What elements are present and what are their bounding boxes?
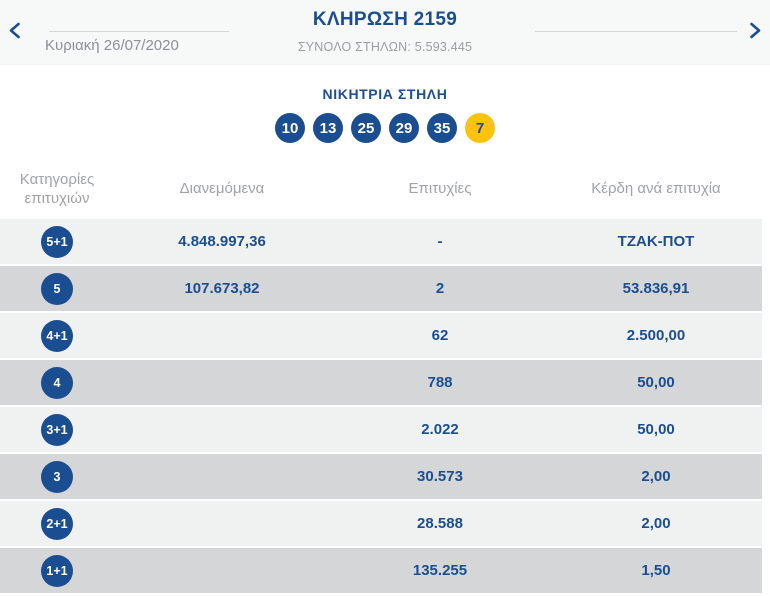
left-divider-line bbox=[49, 31, 229, 32]
per-win-value: 1,50 bbox=[641, 562, 671, 579]
category-badge: 2+1 bbox=[41, 507, 73, 540]
wins-value: 135.255 bbox=[412, 562, 468, 579]
draw-navigation-bar: Κυριακή 26/07/2020 ΚΛΗΡΩΣΗ 2159 ΣΥΝΟΛΟ Σ… bbox=[0, 0, 770, 65]
wins-value: - bbox=[437, 233, 443, 250]
per-win-value: 53.836,91 bbox=[622, 280, 690, 297]
next-draw-button[interactable] bbox=[744, 21, 766, 43]
winning-column-title: ΝΙΚΗΤΡΙΑ ΣΤΗΛΗ bbox=[322, 86, 448, 102]
table-row: 5+1 4.848.997,36 - ΤΖΑΚ-ΠΟΤ bbox=[0, 219, 762, 264]
winning-number-ball: 10 bbox=[275, 113, 305, 143]
previous-draw-button[interactable] bbox=[3, 21, 25, 43]
prize-results-table: Κατηγορίες επιτυχιών Διανεμόμενα Επιτυχί… bbox=[0, 160, 770, 593]
wins-value: 62 bbox=[431, 327, 449, 344]
wins-value: 788 bbox=[427, 374, 453, 391]
per-win-value: ΤΖΑΚ-ΠΟΤ bbox=[617, 233, 695, 250]
distributed-value: 107.673,82 bbox=[184, 280, 260, 297]
category-badge: 1+1 bbox=[41, 554, 73, 587]
table-row: 4+1 62 2.500,00 bbox=[0, 313, 762, 358]
total-columns-label: ΣΥΝΟΛΟ ΣΤΗΛΩΝ: 5.593.445 bbox=[297, 40, 473, 54]
winning-numbers: 10 13 25 29 35 7 bbox=[0, 113, 770, 143]
distributed-value: 4.848.997,36 bbox=[178, 233, 266, 250]
table-row: 1+1 135.255 1,50 bbox=[0, 548, 762, 593]
table-row: 4 788 50,00 bbox=[0, 360, 762, 405]
table-row: 3 30.573 2,00 bbox=[0, 454, 762, 499]
wins-value: 2 bbox=[435, 280, 445, 297]
category-badge: 5 bbox=[41, 272, 73, 305]
category-badge: 3+1 bbox=[41, 413, 73, 446]
winning-number-ball: 29 bbox=[389, 113, 419, 143]
chevron-right-icon bbox=[749, 22, 762, 42]
wins-value: 2.022 bbox=[421, 421, 459, 438]
bonus-number-ball: 7 bbox=[465, 113, 495, 143]
column-header-winnings-per-win: Κέρδη ανά επιτυχία bbox=[591, 180, 721, 198]
winning-number-ball: 35 bbox=[427, 113, 457, 143]
column-header-wins: Επιτυχίες bbox=[408, 180, 472, 198]
winning-column-section: ΝΙΚΗΤΡΙΑ ΣΤΗΛΗ 10 13 25 29 35 7 bbox=[0, 65, 770, 160]
table-row: 5 107.673,82 2 53.836,91 bbox=[0, 266, 762, 311]
category-badge: 4+1 bbox=[41, 319, 73, 352]
per-win-value: 50,00 bbox=[637, 421, 675, 438]
right-divider-line bbox=[535, 31, 737, 32]
table-header-row: Κατηγορίες επιτυχιών Διανεμόμενα Επιτυχί… bbox=[0, 160, 762, 219]
per-win-value: 50,00 bbox=[637, 374, 675, 391]
per-win-value: 2,00 bbox=[641, 515, 671, 532]
draw-header: ΚΛΗΡΩΣΗ 2159 ΣΥΝΟΛΟ ΣΤΗΛΩΝ: 5.593.445 bbox=[0, 9, 770, 54]
category-badge: 5+1 bbox=[41, 225, 73, 258]
table-body: 5+1 4.848.997,36 - ΤΖΑΚ-ΠΟΤ 5 107.673,82… bbox=[0, 219, 762, 593]
winning-number-ball: 13 bbox=[313, 113, 343, 143]
table-row: 3+1 2.022 50,00 bbox=[0, 407, 762, 452]
per-win-value: 2.500,00 bbox=[626, 327, 686, 344]
draw-date: Κυριακή 26/07/2020 bbox=[45, 37, 179, 54]
chevron-left-icon bbox=[8, 22, 21, 42]
wins-value: 28.588 bbox=[417, 515, 463, 532]
category-badge: 3 bbox=[41, 460, 73, 493]
winning-number-ball: 25 bbox=[351, 113, 381, 143]
wins-value: 30.573 bbox=[417, 468, 463, 485]
table-row: 2+1 28.588 2,00 bbox=[0, 501, 762, 546]
draw-title: ΚΛΗΡΩΣΗ 2159 bbox=[312, 9, 458, 30]
per-win-value: 2,00 bbox=[641, 468, 671, 485]
category-badge: 4 bbox=[41, 366, 73, 399]
column-header-distributed: Διανεμόμενα bbox=[179, 180, 265, 198]
column-header-categories: Κατηγορίες επιτυχιών bbox=[19, 170, 95, 207]
